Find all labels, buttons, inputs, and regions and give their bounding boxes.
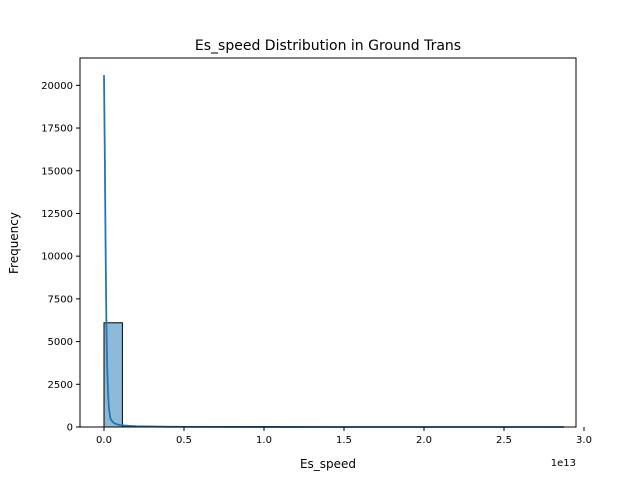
chart-title: Es_speed Distribution in Ground Trans: [195, 38, 461, 54]
x-tick-label: 1.5: [336, 435, 352, 446]
x-tick-label: 0.5: [176, 435, 192, 446]
y-axis-label: Frequency: [7, 212, 21, 274]
x-tick-label: 1.0: [256, 435, 272, 446]
x-tick-label: 0.0: [96, 435, 112, 446]
y-tick-label: 7500: [48, 294, 73, 305]
x-tick-label: 3.0: [576, 435, 592, 446]
y-tick-label: 10000: [41, 252, 73, 263]
x-tick-label: 2.5: [496, 435, 512, 446]
y-tick-label: 20000: [41, 81, 73, 92]
y-tick-label: 0: [67, 423, 73, 434]
y-tick-label: 15000: [41, 166, 73, 177]
y-tick-label: 5000: [48, 337, 73, 348]
x-tick-label: 2.0: [416, 435, 432, 446]
x-axis-label: Es_speed: [300, 457, 356, 471]
x-axis-offset-label: 1e13: [551, 458, 576, 469]
y-tick-label: 2500: [48, 380, 73, 391]
y-tick-label: 17500: [41, 124, 73, 135]
y-tick-label: 12500: [41, 209, 73, 220]
